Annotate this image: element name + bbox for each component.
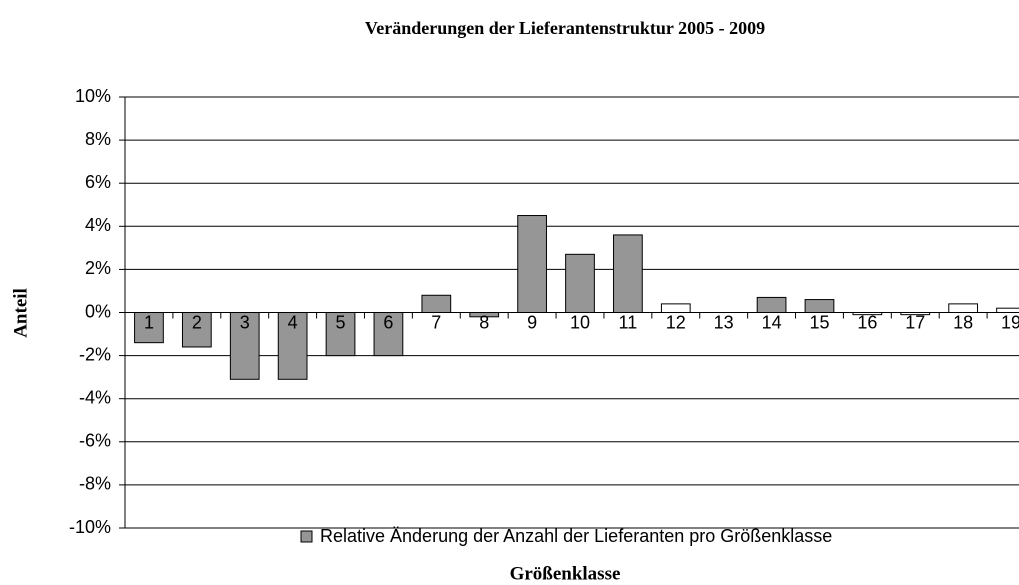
x-tick-label: 8 xyxy=(479,312,489,332)
bar xyxy=(421,294,452,314)
bar xyxy=(229,312,260,380)
y-tick-label: 10% xyxy=(75,86,111,106)
legend-label: Relative Änderung der Anzahl der Liefera… xyxy=(320,526,832,546)
x-tick-label: 4 xyxy=(288,312,298,332)
x-tick-label: 19 xyxy=(1001,312,1019,332)
x-tick-label: 14 xyxy=(762,312,782,332)
x-tick-label: 5 xyxy=(336,312,346,332)
y-tick-label: 6% xyxy=(85,172,111,192)
y-tick-label: -6% xyxy=(79,431,111,451)
y-tick-label: -10% xyxy=(69,517,111,537)
y-tick-label: -4% xyxy=(79,387,111,407)
x-tick-label: 7 xyxy=(431,312,441,332)
bar xyxy=(948,303,979,314)
y-axis-label: Anteil xyxy=(10,288,31,338)
x-tick-label: 13 xyxy=(714,312,734,332)
bar xyxy=(181,312,212,348)
x-tick-label: 18 xyxy=(953,312,973,332)
y-tick-label: 4% xyxy=(85,215,111,235)
x-tick-label: 9 xyxy=(527,312,537,332)
bar xyxy=(134,312,164,344)
bar xyxy=(804,299,835,314)
x-tick-label: 16 xyxy=(857,312,877,332)
y-tick-label: 2% xyxy=(85,258,111,278)
x-tick-label: 15 xyxy=(809,312,829,332)
bar xyxy=(613,234,643,313)
x-tick-label: 10 xyxy=(570,312,590,332)
bar xyxy=(325,312,356,357)
x-tick-label: 11 xyxy=(619,312,638,332)
bar xyxy=(517,215,547,313)
bar xyxy=(373,312,404,357)
x-tick-label: 2 xyxy=(192,312,202,332)
bar xyxy=(565,253,595,314)
x-tick-label: 17 xyxy=(905,312,925,332)
x-axis-label: Größenklasse xyxy=(510,563,621,584)
bar xyxy=(277,312,308,380)
x-tick-label: 6 xyxy=(383,312,393,332)
x-tick-label: 12 xyxy=(666,312,686,332)
bar xyxy=(660,303,691,314)
y-tick-label: 0% xyxy=(85,301,111,321)
y-tick-label: 8% xyxy=(85,129,111,149)
chart-title: Veränderungen der Lieferantenstruktur 20… xyxy=(365,18,765,38)
x-tick-label: 3 xyxy=(240,312,250,332)
y-tick-label: -2% xyxy=(79,344,111,364)
legend-swatch xyxy=(300,530,313,543)
x-tick-label: 1 xyxy=(144,312,154,332)
bar xyxy=(756,296,787,314)
y-tick-label: -8% xyxy=(79,474,111,494)
